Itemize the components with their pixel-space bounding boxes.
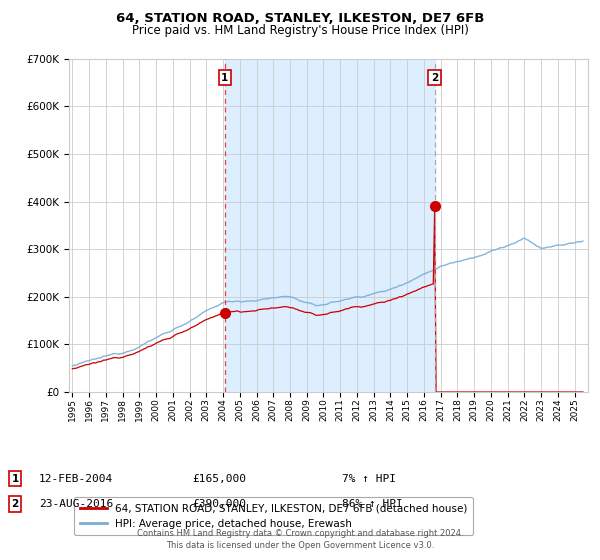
Text: This data is licensed under the Open Government Licence v3.0.: This data is licensed under the Open Gov… — [166, 541, 434, 550]
Text: 1: 1 — [11, 474, 19, 484]
Text: £165,000: £165,000 — [192, 474, 246, 484]
Text: 2: 2 — [431, 73, 438, 83]
Text: 64, STATION ROAD, STANLEY, ILKESTON, DE7 6FB: 64, STATION ROAD, STANLEY, ILKESTON, DE7… — [116, 12, 484, 25]
Text: 23-AUG-2016: 23-AUG-2016 — [39, 499, 113, 509]
Text: 2: 2 — [11, 499, 19, 509]
Text: 7% ↑ HPI: 7% ↑ HPI — [342, 474, 396, 484]
Text: 1: 1 — [221, 73, 229, 83]
Text: Price paid vs. HM Land Registry's House Price Index (HPI): Price paid vs. HM Land Registry's House … — [131, 24, 469, 36]
Text: 12-FEB-2004: 12-FEB-2004 — [39, 474, 113, 484]
Text: 86% ↑ HPI: 86% ↑ HPI — [342, 499, 403, 509]
Text: Contains HM Land Registry data © Crown copyright and database right 2024.: Contains HM Land Registry data © Crown c… — [137, 529, 463, 538]
Text: £390,000: £390,000 — [192, 499, 246, 509]
Legend: 64, STATION ROAD, STANLEY, ILKESTON, DE7 6FB (detached house), HPI: Average pric: 64, STATION ROAD, STANLEY, ILKESTON, DE7… — [74, 497, 473, 535]
Bar — [225, 59, 434, 392]
